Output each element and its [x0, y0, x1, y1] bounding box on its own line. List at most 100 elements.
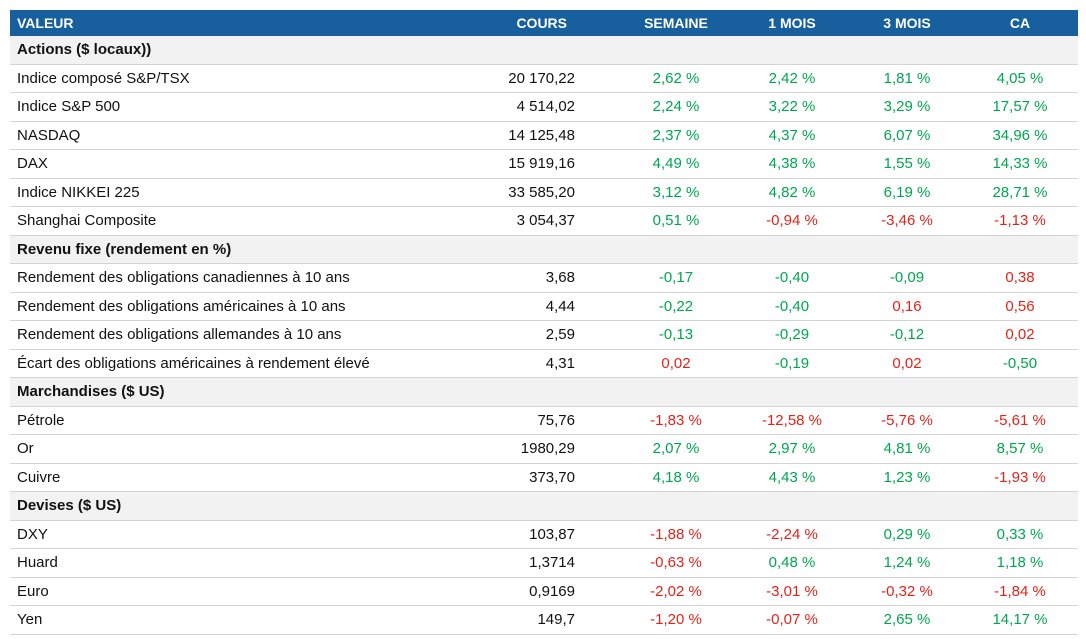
change-cell: 4,37 %: [732, 121, 852, 150]
change-cell: 8,57 %: [962, 434, 1078, 464]
market-table: VALEUR COURS SEMAINE 1 MOIS 3 MOIS CA Actions…: [10, 10, 1078, 635]
change-cell: 6,07 %: [852, 121, 962, 150]
change-cell: -1,20 %: [620, 605, 732, 635]
row-label: DXY: [10, 520, 480, 549]
change-cell: 2,07 %: [620, 434, 732, 464]
price-cell: 0,9169: [480, 577, 620, 606]
data-row: Rendement des obligations canadiennes à …: [10, 263, 1078, 293]
section-title: Actions ($ locaux)): [10, 36, 1078, 65]
row-label: Rendement des obligations américaines à …: [10, 292, 480, 321]
change-cell: -0,63 %: [620, 548, 732, 578]
change-cell: 0,38: [962, 263, 1078, 293]
change-cell: -0,17: [620, 263, 732, 293]
row-label: Écart des obligations américaines à rend…: [10, 349, 480, 378]
change-cell: -0,40: [732, 292, 852, 321]
row-label: DAX: [10, 149, 480, 179]
change-cell: 0,02: [852, 349, 962, 378]
change-cell: -1,88 %: [620, 520, 732, 549]
change-cell: 14,33 %: [962, 149, 1078, 179]
price-cell: 103,87: [480, 520, 620, 549]
change-cell: 4,05 %: [962, 64, 1078, 93]
change-cell: -1,93 %: [962, 463, 1078, 492]
change-cell: 0,48 %: [732, 548, 852, 578]
change-cell: 3,29 %: [852, 92, 962, 122]
change-cell: -5,61 %: [962, 406, 1078, 435]
price-cell: 1980,29: [480, 434, 620, 464]
row-label: Shanghai Composite: [10, 206, 480, 236]
change-cell: 2,42 %: [732, 64, 852, 93]
change-cell: -0,50: [962, 349, 1078, 378]
change-cell: -1,84 %: [962, 577, 1078, 606]
column-header: SEMAINE: [620, 10, 732, 36]
price-cell: 149,7: [480, 605, 620, 635]
section-row: Actions ($ locaux)): [10, 36, 1078, 65]
change-cell: -3,46 %: [852, 206, 962, 236]
column-header: 1 MOIS: [732, 10, 852, 36]
change-cell: -0,94 %: [732, 206, 852, 236]
change-cell: 3,12 %: [620, 178, 732, 207]
change-cell: -0,22: [620, 292, 732, 321]
change-cell: -3,01 %: [732, 577, 852, 606]
price-cell: 1,3714: [480, 548, 620, 578]
data-row: Rendement des obligations américaines à …: [10, 292, 1078, 321]
change-cell: 0,02: [962, 320, 1078, 350]
change-cell: -5,76 %: [852, 406, 962, 435]
row-label: Indice S&P 500: [10, 92, 480, 122]
data-row: Rendement des obligations allemandes à 1…: [10, 320, 1078, 350]
data-row: Or 1980,29 2,07 % 2,97 % 4,81 % 8,57 %: [10, 434, 1078, 464]
data-row: Pétrole 75,76 -1,83 % -12,58 % -5,76 % -5,61 …: [10, 406, 1078, 435]
header-row: VALEUR COURS SEMAINE 1 MOIS 3 MOIS CA: [10, 10, 1078, 36]
price-cell: 373,70: [480, 463, 620, 492]
price-cell: 3,68: [480, 263, 620, 293]
data-row: Indice composé S&P/TSX 20 170,22 2,62 % 2,4…: [10, 64, 1078, 93]
change-cell: 1,24 %: [852, 548, 962, 578]
row-label: Indice composé S&P/TSX: [10, 64, 480, 93]
column-header: COURS: [480, 10, 620, 36]
data-row: Shanghai Composite 3 054,37 0,51 % -0,94 % -…: [10, 206, 1078, 236]
row-label: Rendement des obligations allemandes à 1…: [10, 320, 480, 350]
change-cell: 2,65 %: [852, 605, 962, 635]
data-row: DXY 103,87 -1,88 % -2,24 % 0,29 % 0,33 %: [10, 520, 1078, 549]
change-cell: -0,19: [732, 349, 852, 378]
change-cell: -0,12: [852, 320, 962, 350]
column-header: VALEUR: [10, 10, 480, 36]
change-cell: 6,19 %: [852, 178, 962, 207]
table-header: VALEUR COURS SEMAINE 1 MOIS 3 MOIS CA: [10, 10, 1078, 36]
change-cell: -0,09: [852, 263, 962, 293]
change-cell: 0,51 %: [620, 206, 732, 236]
change-cell: -12,58 %: [732, 406, 852, 435]
change-cell: -0,29: [732, 320, 852, 350]
change-cell: 4,38 %: [732, 149, 852, 179]
section-title: Revenu fixe (rendement en %): [10, 235, 1078, 264]
row-label: Or: [10, 434, 480, 464]
change-cell: -0,32 %: [852, 577, 962, 606]
change-cell: 4,81 %: [852, 434, 962, 464]
change-cell: 17,57 %: [962, 92, 1078, 122]
data-row: Indice NIKKEI 225 33 585,20 3,12 % 4,82 % 6,…: [10, 178, 1078, 207]
change-cell: 0,33 %: [962, 520, 1078, 549]
change-cell: 3,22 %: [732, 92, 852, 122]
section-title: Marchandises ($ US): [10, 377, 1078, 407]
price-cell: 15 919,16: [480, 149, 620, 179]
data-row: NASDAQ 14 125,48 2,37 % 4,37 % 6,07 % 34,96 %: [10, 121, 1078, 150]
price-cell: 33 585,20: [480, 178, 620, 207]
price-cell: 2,59: [480, 320, 620, 350]
change-cell: -2,02 %: [620, 577, 732, 606]
price-cell: 4,44: [480, 292, 620, 321]
data-row: DAX 15 919,16 4,49 % 4,38 % 1,55 % 14,33 %: [10, 149, 1078, 179]
change-cell: 4,43 %: [732, 463, 852, 492]
change-cell: -1,83 %: [620, 406, 732, 435]
change-cell: 0,29 %: [852, 520, 962, 549]
change-cell: 1,55 %: [852, 149, 962, 179]
change-cell: 28,71 %: [962, 178, 1078, 207]
change-cell: 14,17 %: [962, 605, 1078, 635]
change-cell: -2,24 %: [732, 520, 852, 549]
change-cell: -0,13: [620, 320, 732, 350]
row-label: Yen: [10, 605, 480, 635]
change-cell: 0,56: [962, 292, 1078, 321]
section-title: Devises ($ US): [10, 491, 1078, 521]
change-cell: -0,40: [732, 263, 852, 293]
row-label: Cuivre: [10, 463, 480, 492]
section-row: Devises ($ US): [10, 491, 1078, 521]
